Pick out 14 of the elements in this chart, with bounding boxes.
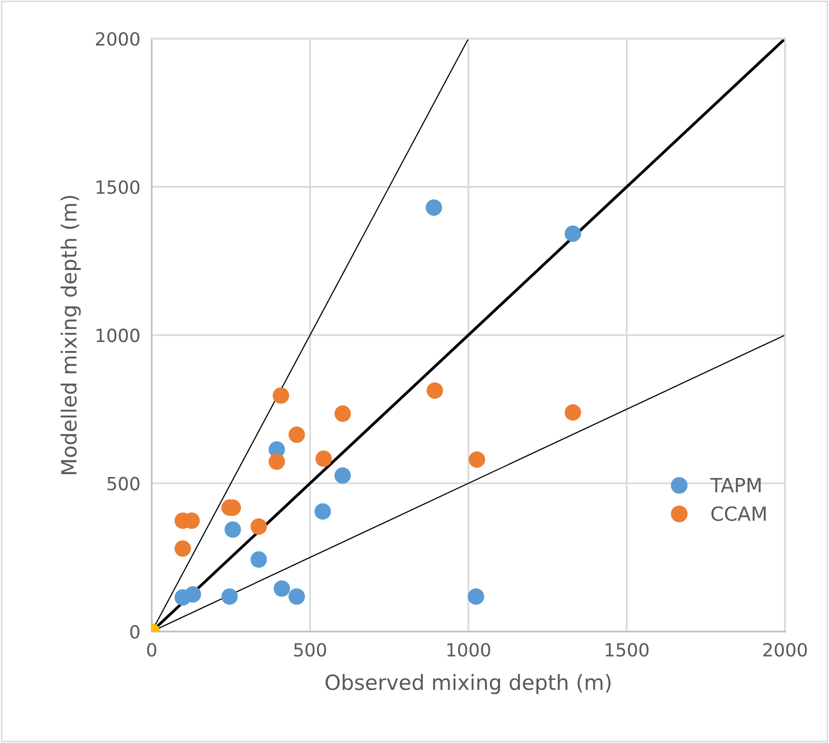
y-axis-title: Modelled mixing depth (m) bbox=[60, 196, 81, 474]
y-tick-label: 1000 bbox=[96, 328, 140, 342]
y-tick-label: 1500 bbox=[96, 180, 140, 194]
legend-label: CCAM bbox=[711, 506, 766, 522]
x-tick-label: 2000 bbox=[763, 642, 807, 657]
x-tick-label: 1000 bbox=[447, 642, 490, 657]
x-axis-title: Observed mixing depth (m) bbox=[326, 674, 611, 694]
x-tick-label: 0 bbox=[147, 642, 156, 657]
y-tick-label: 0 bbox=[130, 625, 140, 639]
y-tick-label: 500 bbox=[108, 476, 140, 490]
legend-label: TAPM bbox=[710, 478, 761, 492]
x-tick-label: 500 bbox=[294, 642, 326, 657]
x-tick-label: 1500 bbox=[606, 642, 648, 657]
y-tick-label: 2000 bbox=[96, 32, 140, 46]
